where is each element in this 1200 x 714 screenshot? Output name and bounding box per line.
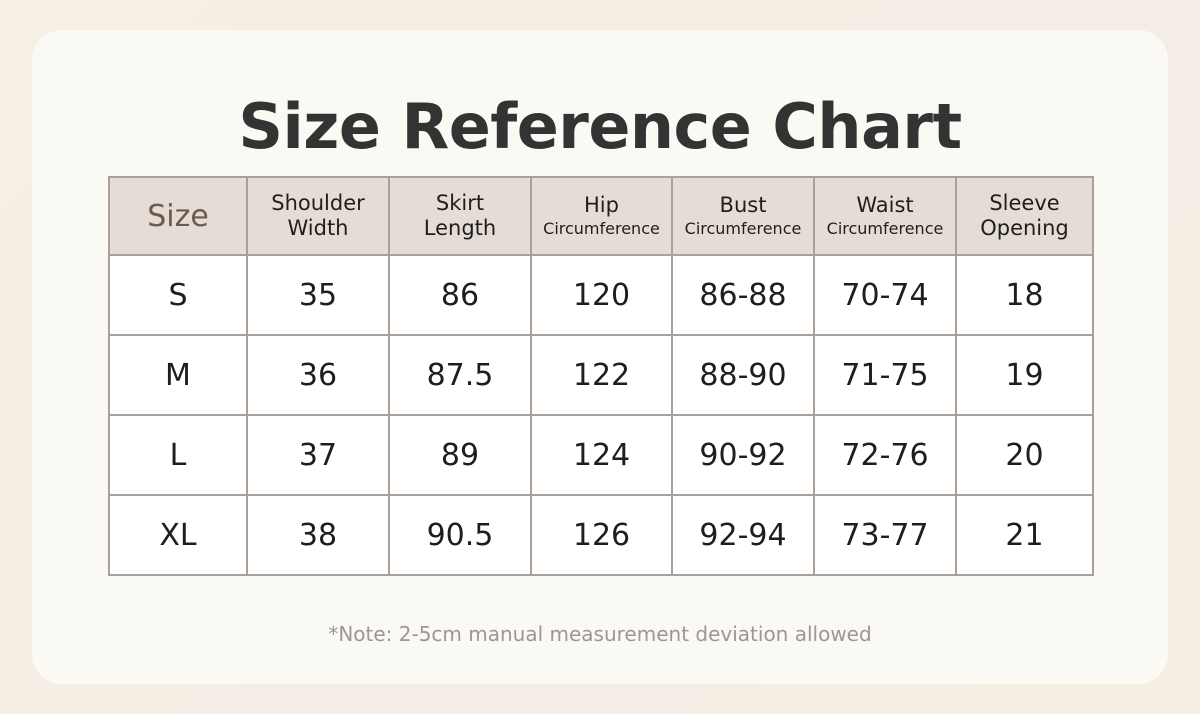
header-cell: Bust Circumference <box>671 176 815 256</box>
cell: 87.5 <box>388 334 532 416</box>
cell: L <box>108 414 248 496</box>
cell: 86-88 <box>671 254 815 336</box>
header-cell: Sleeve Opening <box>955 176 1094 256</box>
cell: XL <box>108 494 248 576</box>
cell: M <box>108 334 248 416</box>
header-text: Circumference <box>684 218 802 238</box>
cell: 120 <box>530 254 673 336</box>
header-text: Sleeve <box>989 191 1060 215</box>
cell: 20 <box>955 414 1094 496</box>
cell: 21 <box>955 494 1094 576</box>
header-text: Length <box>423 216 497 240</box>
header-text: Skirt <box>435 191 485 215</box>
cell: 35 <box>246 254 390 336</box>
header-text: Bust <box>719 192 767 217</box>
cell: 19 <box>955 334 1094 416</box>
size-row: L 37 89 124 90-92 72-76 20 <box>108 414 1094 496</box>
header-cell: Size <box>108 176 248 256</box>
header-text: Waist <box>856 192 914 217</box>
cell: 38 <box>246 494 390 576</box>
cell: 126 <box>530 494 673 576</box>
cell: 37 <box>246 414 390 496</box>
cell: 90-92 <box>671 414 815 496</box>
header-cell: Shoulder Width <box>246 176 390 256</box>
table-body: S 35 86 120 86-88 70-74 18 M 36 87.5 122 88-90 71-75… <box>108 254 1094 576</box>
header-text: Circumference <box>826 218 944 238</box>
cell: 88-90 <box>671 334 815 416</box>
size-row: XL 38 90.5 126 92-94 73-77 21 <box>108 494 1094 576</box>
cell: 122 <box>530 334 673 416</box>
cell: 36 <box>246 334 390 416</box>
header-cell: Waist Circumference <box>813 176 957 256</box>
header-text: Size <box>147 198 209 234</box>
cell: 18 <box>955 254 1094 336</box>
size-row: S 35 86 120 86-88 70-74 18 <box>108 254 1094 336</box>
cell: 72-76 <box>813 414 957 496</box>
cell: 90.5 <box>388 494 532 576</box>
cell: 92-94 <box>671 494 815 576</box>
cell: 73-77 <box>813 494 957 576</box>
title: Size Reference Chart <box>238 90 962 163</box>
header-row: Size Shoulder Width Skirt Length Hip Circumfer… <box>108 176 1094 256</box>
cell: S <box>108 254 248 336</box>
cell: 89 <box>388 414 532 496</box>
header-text: Shoulder <box>271 191 365 215</box>
cell: 124 <box>530 414 673 496</box>
cell: 86 <box>388 254 532 336</box>
header-cell: Skirt Length <box>388 176 532 256</box>
header-text: Width <box>287 216 349 240</box>
size-row: M 36 87.5 122 88-90 71-75 19 <box>108 334 1094 416</box>
note: *Note: 2-5cm manual measurement deviatio… <box>328 622 872 646</box>
header-text: Circumference <box>543 218 660 238</box>
header-text: Opening <box>980 216 1069 240</box>
card: Size Reference Chart Size Shoulder Width Sk… <box>32 30 1168 684</box>
header-text: Hip <box>584 192 619 217</box>
cell: 71-75 <box>813 334 957 416</box>
size-table: Size Shoulder Width Skirt Length Hip Circumfer… <box>108 176 1094 576</box>
header-cell: Hip Circumference <box>530 176 673 256</box>
cell: 70-74 <box>813 254 957 336</box>
